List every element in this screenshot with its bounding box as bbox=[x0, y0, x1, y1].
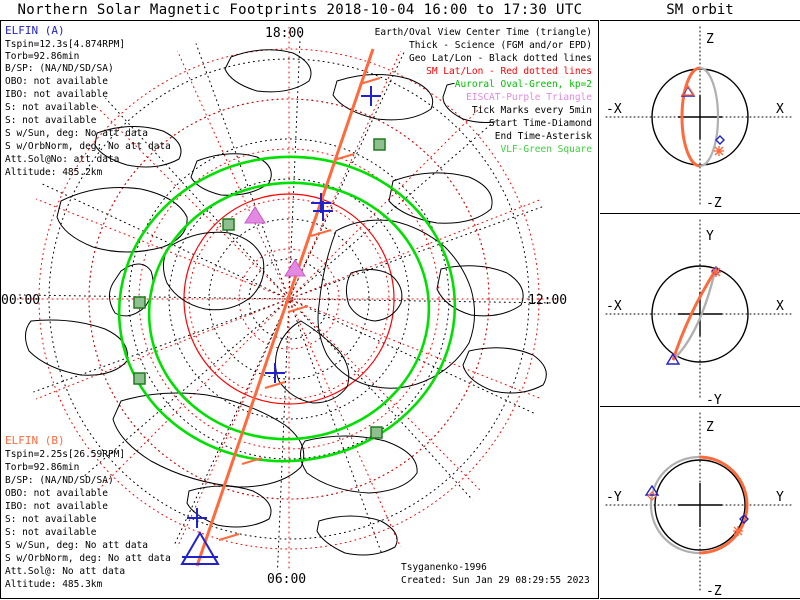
legend-item: Geo Lat/Lon - Black dotted lines bbox=[408, 53, 592, 64]
earth-circle bbox=[654, 459, 746, 551]
orbit-trace-grey bbox=[672, 270, 717, 361]
probe-a-line: IBO: not available bbox=[5, 89, 108, 100]
legend-item: Thick - Science (FGM and/or EPD) bbox=[408, 40, 592, 51]
probe-b-line: Torb=92.86min bbox=[5, 462, 80, 473]
satellite-track bbox=[195, 48, 375, 567]
legend-item: Auroral Oval-Green, kp=2 bbox=[454, 79, 592, 90]
probe-b-line: S: not available bbox=[5, 514, 97, 525]
tick-plus bbox=[265, 363, 285, 383]
map-panel: ELFIN (A) Tspin=12.3s[4.874RPM] Torb=92.… bbox=[0, 20, 599, 599]
sm-orbit-title: SM orbit bbox=[666, 2, 734, 18]
end-time-asterisk bbox=[714, 146, 724, 156]
probe-b-name: ELFIN (B) bbox=[5, 434, 65, 447]
legend-item: EISCAT-Purple Triangle bbox=[466, 92, 592, 103]
model-credit: Tsyganenko-1996 bbox=[401, 562, 487, 573]
orbit-markers bbox=[680, 84, 725, 156]
axis-label-bottom: -Z bbox=[706, 196, 722, 211]
tick-plus bbox=[187, 508, 207, 528]
axis-label-right: X bbox=[776, 299, 784, 314]
legend-item: End Time-Asterisk bbox=[494, 131, 592, 142]
probe-a-name: ELFIN (A) bbox=[5, 24, 65, 37]
probe-b-line: Altitude: 485.3km bbox=[5, 579, 103, 590]
axis-label-top: Z bbox=[706, 420, 714, 435]
probe-b-line: OBO: not available bbox=[5, 488, 108, 499]
probe-b-line: S w/OrbNorm, deg: No att data bbox=[5, 553, 171, 564]
created-credit: Created: Sun Jan 29 08:29:55 2023 bbox=[401, 575, 590, 586]
orbit-markers bbox=[644, 484, 749, 536]
probe-a-line: OBO: not available bbox=[5, 76, 108, 87]
probe-b-line: Tspin=2.25s[26.59RPM] bbox=[5, 449, 126, 460]
mlt-label-bottom: 06:00 bbox=[267, 572, 307, 587]
page-title: Northern Solar Magnetic Footprints 2018-… bbox=[17, 2, 583, 18]
legend-item: Tick Marks every 5min bbox=[471, 105, 592, 116]
axis-label-bottom: -Y bbox=[706, 393, 722, 406]
start-time-diamond bbox=[715, 135, 725, 145]
probe-b-line: S w/Sun, deg: No att data bbox=[5, 540, 148, 551]
mlt-label-left: 00:00 bbox=[1, 293, 41, 308]
eiscat-triangle bbox=[284, 259, 306, 277]
probe-b-line: Att.Sol@: No att data bbox=[5, 566, 126, 577]
polar-map bbox=[17, 27, 561, 571]
end-time-asterisk bbox=[711, 267, 721, 277]
tick-plus bbox=[361, 86, 381, 106]
vlf-square bbox=[370, 426, 383, 439]
axis-label-right: Y bbox=[776, 490, 784, 505]
axis-label-top: Z bbox=[706, 32, 714, 47]
auroral-oval-outer bbox=[117, 155, 457, 463]
legend-item: VLF-Green Square bbox=[500, 144, 592, 155]
axis-label-right: X bbox=[776, 102, 784, 117]
probe-a-line: B/SP: (NA/ND/SD/SA) bbox=[5, 63, 114, 74]
orbit-markers bbox=[665, 266, 721, 365]
sm-boundary-circle bbox=[183, 193, 395, 405]
legend-item: Start Time-Diamond bbox=[489, 118, 592, 129]
tick-plus bbox=[313, 201, 333, 221]
axis-label-bottom: -Z bbox=[706, 584, 722, 599]
probe-b-line: S: not available bbox=[5, 527, 97, 538]
vlf-square bbox=[133, 372, 146, 385]
sm-orbit-panel-yz: Z -Z -Y Y bbox=[600, 406, 800, 599]
probe-a-line: Torb=92.86min bbox=[5, 51, 80, 62]
view-center-triangle-marker bbox=[180, 531, 220, 565]
axis-label-left: -Y bbox=[606, 490, 622, 505]
eiscat-triangle bbox=[244, 206, 266, 224]
orbit-trace-science bbox=[680, 66, 701, 168]
probe-a-line: S w/OrbNorm, deg: No att data bbox=[5, 141, 171, 152]
sm-orbit-panel-xz: Z -Z -X X bbox=[600, 20, 800, 213]
tick-plus bbox=[311, 193, 331, 213]
vlf-square bbox=[133, 296, 146, 309]
probe-a-line: S: not available bbox=[5, 102, 97, 113]
probe-a-line: Tspin=12.3s[4.874RPM] bbox=[5, 39, 126, 50]
axis-label-left: -X bbox=[606, 102, 622, 117]
mlt-label-top: 18:00 bbox=[265, 26, 305, 41]
vlf-square bbox=[373, 138, 386, 151]
probe-b-line: IBO: not available bbox=[5, 501, 108, 512]
auroral-oval-inner bbox=[147, 181, 431, 441]
vlf-square bbox=[222, 218, 235, 231]
probe-a-line: Altitude: 485.2km bbox=[5, 167, 103, 178]
orbit-trace-science bbox=[671, 270, 717, 361]
probe-a-line: Att.Sol@No: att data bbox=[5, 154, 120, 165]
probe-a-line: S: not available bbox=[5, 115, 97, 126]
legend-item: Earth/Oval View Center Time (triangle) bbox=[374, 27, 592, 38]
probe-b-line: B/SP: (NA/ND/SD/SA) bbox=[5, 475, 114, 486]
track-tick-marks bbox=[187, 77, 381, 541]
mlt-label-right: 12:00 bbox=[528, 293, 568, 308]
end-time-asterisk bbox=[733, 526, 743, 536]
orbit-trace-science bbox=[698, 455, 749, 555]
axis-label-top: Y bbox=[706, 229, 714, 244]
sm-graticule bbox=[17, 27, 561, 571]
sm-orbit-panel: Z -Z -X X bbox=[600, 20, 800, 599]
sm-orbit-panel-xy: Y -Y -X X bbox=[600, 213, 800, 406]
probe-a-line: S w/Sun, deg: No att data bbox=[5, 128, 148, 139]
eiscat-markers bbox=[244, 206, 306, 277]
axis-label-left: -X bbox=[606, 299, 622, 314]
earth-circle bbox=[651, 265, 749, 363]
auroral-oval bbox=[117, 155, 457, 463]
vlf-markers bbox=[133, 138, 386, 439]
legend-item: SM Lat/Lon - Red dotted lines bbox=[426, 66, 592, 77]
start-time-diamond bbox=[739, 514, 749, 524]
